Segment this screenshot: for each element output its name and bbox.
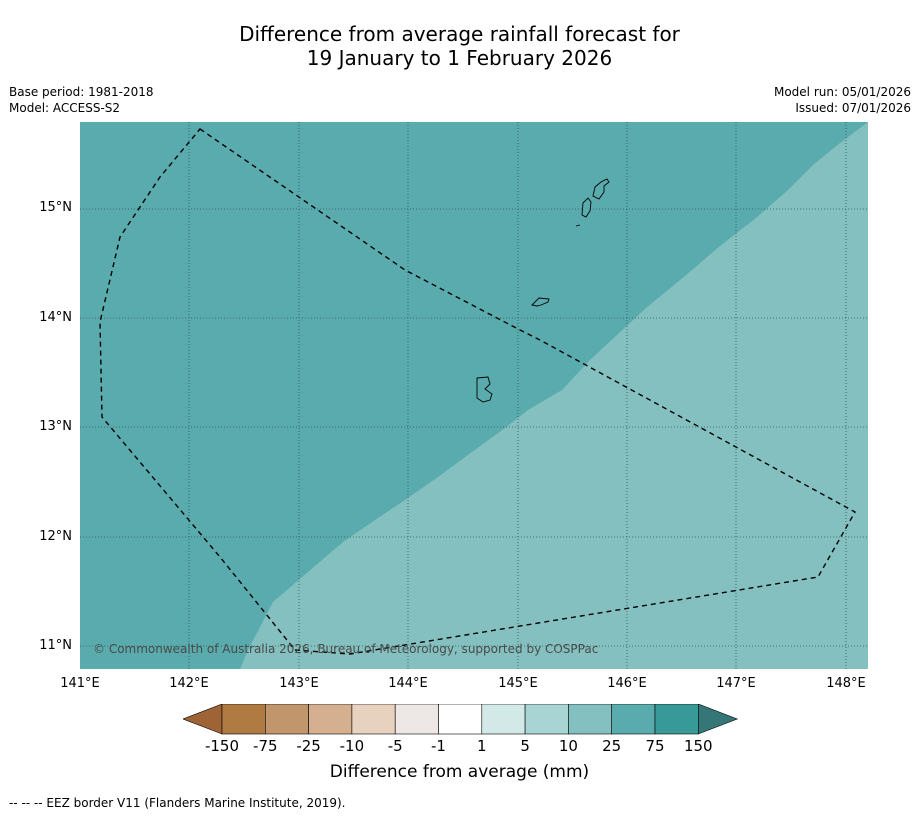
colorbar-segment: [308, 704, 353, 735]
graticule: [80, 122, 868, 669]
colorbar-tick-label: -150: [204, 737, 240, 755]
colorbar-tick-label: 5: [520, 737, 530, 755]
lat-label-11: 11°N: [39, 638, 72, 653]
colorbar-label: Difference from average (mm): [329, 762, 590, 782]
lon-label-148: 148°E: [826, 676, 866, 691]
colorbar-tick-label: 10: [558, 737, 578, 755]
lon-label-141: 141°E: [60, 676, 100, 691]
lat-label-12: 12°N: [39, 529, 72, 544]
lon-label-145: 145°E: [498, 676, 538, 691]
lon-label-143: 143°E: [279, 676, 319, 691]
colorbar-segment: [611, 704, 656, 735]
saipan-island: [592, 178, 610, 200]
lat-label-13: 13°N: [39, 419, 72, 434]
lon-label-146: 146°E: [607, 676, 647, 691]
colorbar-tick-label: -25: [296, 737, 321, 755]
colorbar-segment: [568, 704, 612, 735]
copyright-notice: © Commonwealth of Australia 2026, Bureau…: [93, 642, 599, 656]
colorbar-tick-label: 75: [645, 737, 665, 755]
meta-right: Model run: 05/01/2026 Issued: 07/01/2026: [774, 84, 911, 116]
model-run: Model run: 05/01/2026: [773, 85, 911, 99]
lat-label-14: 14°N: [39, 310, 72, 325]
tinian-island: [581, 197, 592, 218]
base-period: Base period: 1981-2018: [9, 85, 154, 99]
meta-left: Base period: 1981-2018 Model: ACCESS-S2: [9, 84, 154, 116]
colorbar-tick-label: -5: [387, 737, 403, 755]
model-name: Model: ACCESS-S2: [9, 101, 121, 115]
colorbar-segment: [221, 704, 266, 735]
colorbar-segment: [438, 704, 483, 735]
aguijan-island: [575, 224, 581, 227]
colorbar-segment: [524, 704, 569, 735]
colorbar-segment: [481, 704, 526, 735]
lon-label-147: 147°E: [716, 676, 756, 691]
colorbar-tick-label: 25: [602, 737, 622, 755]
title-line-2: 19 January to 1 February 2026: [306, 46, 613, 70]
lat-label-15: 15°N: [39, 200, 72, 215]
colorbar: [183, 704, 739, 735]
colorbar-tick-label: -75: [253, 737, 278, 755]
title-line-1: Difference from average rainfall forecas…: [239, 22, 680, 46]
colorbar-tick-label: 1: [477, 737, 487, 755]
colorbar-tick-label: 150: [683, 737, 713, 755]
eez-border: [99, 128, 856, 655]
eez-legend-note: -- -- -- EEZ border V11 (Flanders Marine…: [9, 796, 346, 810]
rota-island: [531, 297, 550, 307]
region-25-75: [240, 122, 868, 669]
colorbar-extend-low: [183, 704, 223, 735]
colorbar-tick-label: -1: [431, 737, 446, 755]
colorbar-segment: [394, 704, 439, 735]
issued-date: Issued: 07/01/2026: [795, 101, 911, 115]
colorbar-extend-high: [697, 704, 739, 735]
colorbar-segment: [351, 704, 396, 735]
rainfall-map: [80, 122, 868, 669]
lon-label-142: 142°E: [169, 676, 209, 691]
colorbar-segment: [654, 704, 699, 735]
colorbar-segment: [265, 704, 309, 735]
guam-island: [476, 376, 493, 403]
lon-label-144: 144°E: [388, 676, 428, 691]
colorbar-tick-label: -10: [339, 737, 365, 755]
chart-title: Difference from average rainfall forecas…: [0, 22, 919, 70]
